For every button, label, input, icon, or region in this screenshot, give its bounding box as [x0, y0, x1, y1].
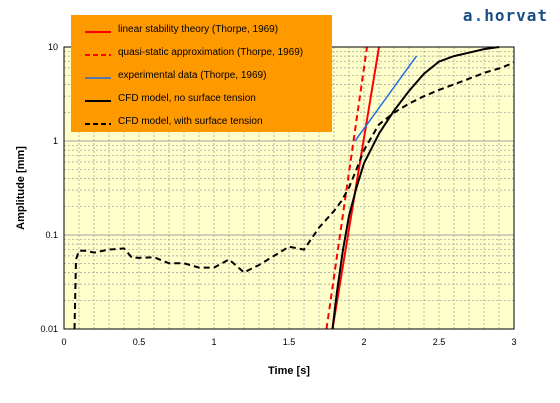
series-line-1 [325, 46, 368, 330]
legend-item: experimental data (Thorpe, 1969) [71, 67, 332, 89]
series-line-3 [331, 46, 500, 330]
x-tick-label: 1.5 [283, 337, 296, 347]
brand-logo: a.horvat [463, 6, 548, 25]
series-group [73, 46, 515, 330]
x-tick-label: 2 [361, 337, 366, 347]
y-axis-label: Amplitude [mm] [15, 146, 27, 230]
x-tick-label: 1 [211, 337, 216, 347]
legend-swatch [85, 123, 111, 125]
x-tick-label: 3 [511, 337, 516, 347]
series-line-4 [73, 61, 515, 330]
legend-label: CFD model, no surface tension [118, 93, 256, 104]
y-tick-label: 10 [48, 42, 58, 52]
legend-label: CFD model, with surface tension [118, 116, 263, 127]
legend-swatch [85, 54, 111, 56]
legend-swatch [85, 31, 111, 33]
legend: linear stability theory (Thorpe, 1969) qu… [71, 15, 332, 132]
x-axis-label: Time [s] [268, 365, 310, 377]
legend-item: quasi-static approximation (Thorpe, 1969… [71, 44, 332, 66]
x-tick-label: 0.5 [133, 337, 146, 347]
legend-item: CFD model, no surface tension [71, 90, 332, 112]
legend-label: linear stability theory (Thorpe, 1969) [118, 24, 279, 35]
tick-labels: 0 0.5 1 1.5 2 2.5 3 0.01 0.1 1 10 [40, 42, 516, 347]
legend-swatch [85, 77, 111, 79]
series-line-2 [354, 55, 418, 142]
legend-item: CFD model, with surface tension [71, 113, 332, 135]
x-tick-label: 2.5 [433, 337, 446, 347]
legend-item: linear stability theory (Thorpe, 1969) [71, 21, 332, 43]
legend-label: quasi-static approximation (Thorpe, 1969… [118, 47, 304, 58]
legend-swatch [85, 100, 111, 102]
legend-label: experimental data (Thorpe, 1969) [118, 70, 267, 81]
y-tick-label: 0.1 [45, 230, 58, 240]
y-tick-label: 0.01 [40, 324, 58, 334]
y-tick-label: 1 [53, 136, 58, 146]
brand-text: a.horvat [462, 6, 548, 25]
x-tick-label: 0 [61, 337, 66, 347]
